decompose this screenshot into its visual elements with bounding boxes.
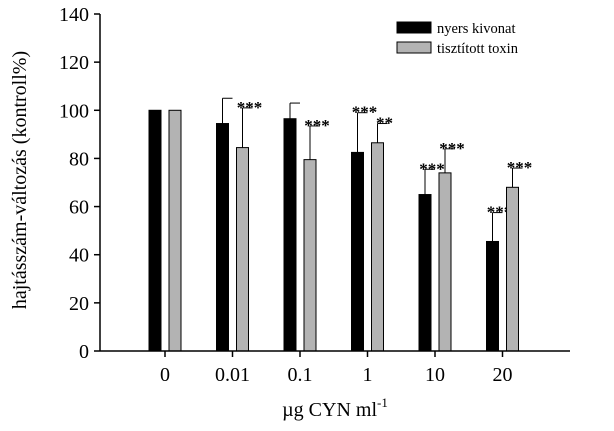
x-tick-label: 20 [493, 364, 513, 386]
legend-label: nyers kivonat [437, 21, 516, 37]
bar-nyers-kivonat [216, 123, 229, 352]
x-tick-label: 10 [425, 364, 445, 386]
legend: nyers kivonat tisztított toxin [396, 21, 519, 57]
y-axis-title: hajtásszám-változás (kontroll%) [9, 51, 31, 309]
y-tick-label: 120 [59, 52, 89, 74]
significance-mark: *** [352, 103, 378, 122]
bar-nyers-kivonat [283, 118, 297, 352]
legend-label: tisztított toxin [437, 41, 519, 57]
bar-nyers-kivonat [148, 109, 162, 352]
x-tick-label: 1 [363, 364, 373, 386]
legend-swatch [396, 21, 432, 34]
x-axis-title: µg CYN ml-1 [282, 395, 388, 421]
bar-tisztitott-toxin [506, 186, 519, 352]
x-tick-label: 0 [160, 364, 170, 386]
significance-mark: *** [439, 139, 465, 158]
x-tick-label: 0.1 [288, 364, 313, 386]
y-tick-label: 80 [69, 148, 89, 170]
y-tick-label: 140 [59, 4, 89, 26]
y-tick-label: 0 [79, 341, 89, 363]
bar-nyers-kivonat [351, 151, 364, 352]
significance-mark: *** [419, 159, 445, 178]
plot-area: *********************** [148, 97, 533, 352]
bar-nyers-kivonat [486, 240, 499, 352]
y-tick-label: 60 [69, 197, 89, 219]
x-axis-title-superscript: -1 [377, 395, 388, 410]
significance-mark: *** [304, 116, 330, 135]
significance-mark: *** [507, 158, 533, 177]
bar-nyers-kivonat [418, 194, 432, 352]
significance-mark: ** [376, 114, 393, 133]
y-tick-label: 100 [59, 100, 89, 122]
bar-tisztitott-toxin [236, 147, 249, 352]
legend-swatch [396, 41, 432, 54]
significance-mark: *** [487, 203, 513, 222]
x-tick-label: 0.01 [215, 364, 250, 386]
bar-tisztitott-toxin [303, 159, 317, 352]
x-axis: 0 0.01 0.1 1 10 20 [100, 350, 570, 386]
significance-mark: *** [237, 98, 263, 117]
bar-tisztitott-toxin [438, 172, 452, 352]
y-axis: 0 20 40 60 80 100 120 140 [59, 4, 101, 363]
x-axis-title-main: µg CYN ml [282, 399, 377, 421]
bar-tisztitott-toxin [371, 142, 384, 352]
y-tick-label: 20 [69, 293, 89, 315]
bar-tisztitott-toxin [168, 109, 182, 352]
y-tick-label: 40 [69, 245, 89, 267]
